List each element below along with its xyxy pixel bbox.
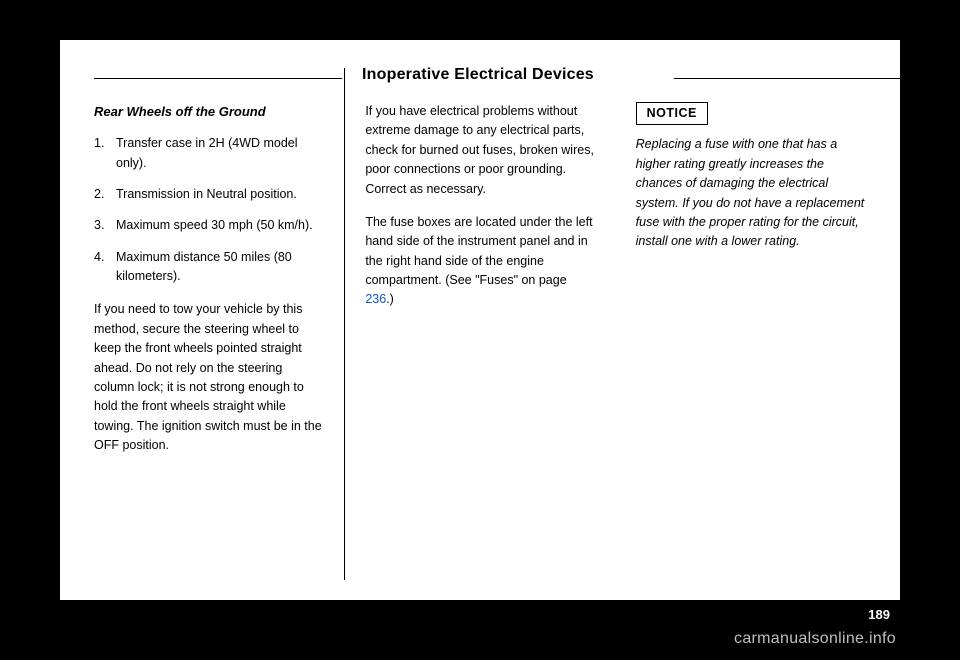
page-link[interactable]: 236 xyxy=(365,292,386,306)
page-number: 189 xyxy=(862,605,896,624)
notice-text: Replacing a fuse with one that has a hig… xyxy=(636,135,866,251)
electrical-para-2: The fuse boxes are located under the lef… xyxy=(365,213,595,310)
notice-label: NOTICE xyxy=(636,102,708,125)
step-text: Maximum distance 50 miles (80 kilometers… xyxy=(116,248,324,287)
list-item: 3.Maximum speed 30 mph (50 km/h). xyxy=(94,216,324,235)
para-text-b: .) xyxy=(386,292,394,306)
column-right: NOTICE Replacing a fuse with one that ha… xyxy=(616,68,866,580)
step-number: 4. xyxy=(94,248,116,287)
list-item: 2.Transmission in Neutral position. xyxy=(94,185,324,204)
step-number: 2. xyxy=(94,185,116,204)
towing-paragraph: If you need to tow your vehicle by this … xyxy=(94,300,324,455)
list-item: 1.Transfer case in 2H (4WD model only). xyxy=(94,134,324,173)
step-number: 1. xyxy=(94,134,116,173)
electrical-para-1: If you have electrical problems without … xyxy=(365,102,595,199)
columns: Rear Wheels off the Ground 1.Transfer ca… xyxy=(94,68,866,580)
step-number: 3. xyxy=(94,216,116,235)
subheading-rear-wheels: Rear Wheels off the Ground xyxy=(94,102,324,122)
list-item: 4.Maximum distance 50 miles (80 kilomete… xyxy=(94,248,324,287)
rule-right xyxy=(674,78,902,79)
steps-list: 1.Transfer case in 2H (4WD model only). … xyxy=(94,134,324,286)
section-heading: Inoperative Electrical Devices xyxy=(356,66,600,84)
watermark: carmanualsonline.info xyxy=(734,630,896,648)
step-text: Transmission in Neutral position. xyxy=(116,185,324,204)
column-left: Rear Wheels off the Ground 1.Transfer ca… xyxy=(94,68,344,580)
step-text: Maximum speed 30 mph (50 km/h). xyxy=(116,216,324,235)
page-content: Inoperative Electrical Devices Rear Whee… xyxy=(60,40,900,600)
para-text-a: The fuse boxes are located under the lef… xyxy=(365,215,592,287)
rule-left xyxy=(94,78,342,79)
step-text: Transfer case in 2H (4WD model only). xyxy=(116,134,324,173)
column-middle: If you have electrical problems without … xyxy=(344,68,615,580)
manual-page: Inoperative Electrical Devices Rear Whee… xyxy=(60,40,900,600)
